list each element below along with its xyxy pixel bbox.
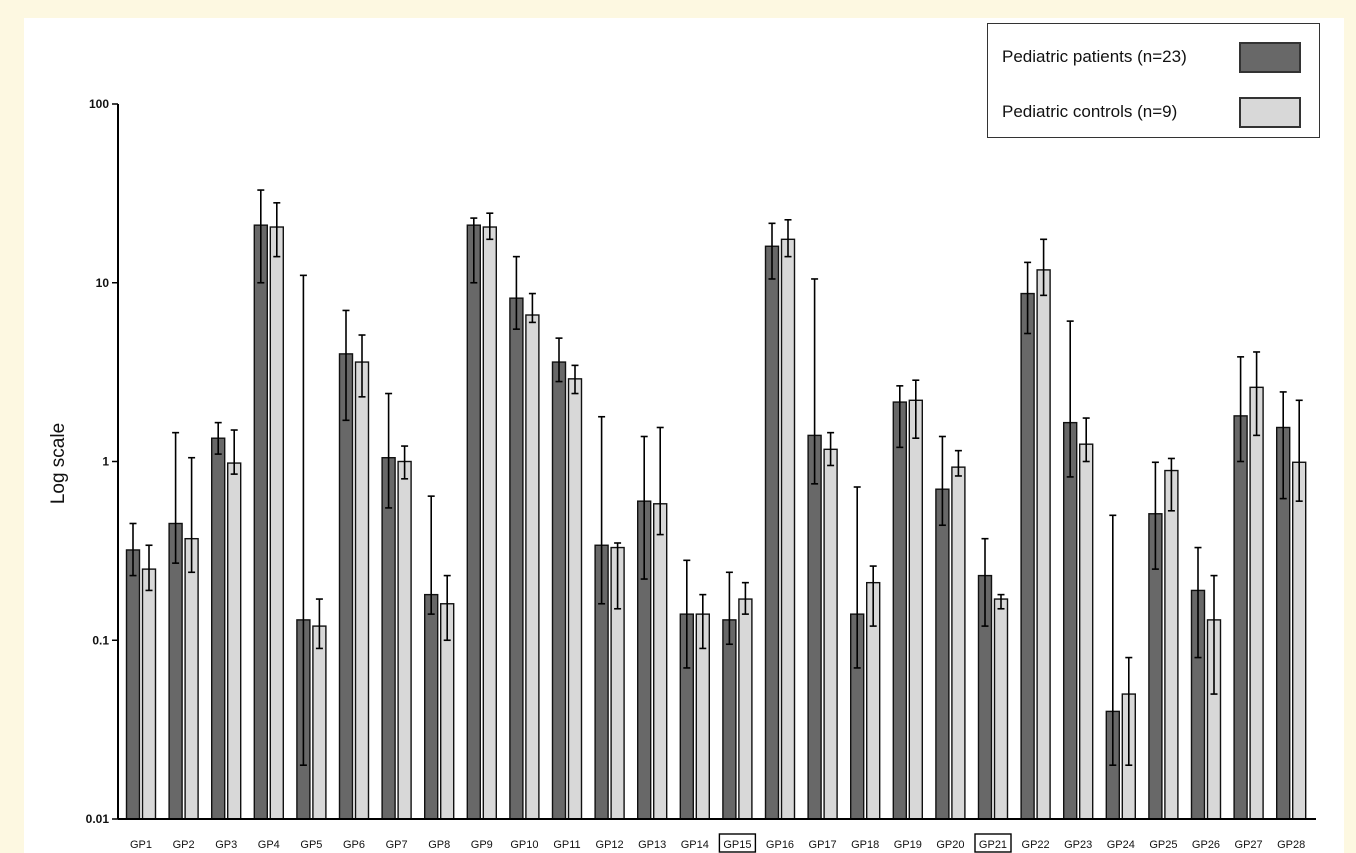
x-tick-label-gp18: GP18	[851, 839, 879, 851]
x-tick-label-gp22: GP22	[1022, 839, 1050, 851]
x-tick-label-gp1: GP1	[130, 839, 152, 851]
bar-controls-gp16	[780, 238, 796, 820]
x-tick-label-gp13: GP13	[638, 839, 666, 851]
x-tick-label-gp11: GP11	[553, 839, 580, 851]
bar-controls-gp7	[397, 460, 412, 820]
highlight-box-gp15	[718, 833, 757, 853]
bar-controls-gp15	[738, 598, 753, 820]
bar-patients-gp4	[253, 224, 269, 820]
y-tick-label: 0.1	[92, 633, 109, 647]
y-tick-label: 10	[96, 276, 110, 290]
bar-controls-gp9	[482, 226, 497, 820]
x-tick-label-gp2: GP2	[173, 839, 195, 851]
bar-controls-gp25	[1164, 469, 1179, 820]
bar-controls-gp1	[141, 568, 157, 820]
bar-controls-gp11	[567, 378, 583, 820]
y-tick-label: 1	[102, 455, 109, 469]
x-tick-label-gp14: GP14	[681, 839, 709, 851]
x-tick-label-gp10: GP10	[510, 839, 538, 851]
x-tick-label-gp5: GP5	[300, 839, 322, 851]
legend-swatch-patients	[1239, 42, 1301, 73]
x-tick-label-gp3: GP3	[215, 839, 237, 851]
bar-patients-gp19	[892, 401, 907, 820]
bar-controls-gp4	[269, 226, 285, 820]
bar-patients-gp6	[338, 353, 354, 820]
bar-patients-gp2	[168, 522, 183, 820]
bar-controls-gp19	[908, 399, 923, 820]
x-tick-label-gp16: GP16	[766, 839, 794, 851]
bar-patients-gp27	[1233, 415, 1248, 820]
bar-patients-gp20	[935, 488, 950, 820]
bar-chart: Log scale 100 10 1 0.1 0.01 GP1 GP2 GP3 GP4 GP5 GP6…	[48, 97, 1316, 853]
bar-patients-gp8	[424, 593, 439, 820]
bar-patients-gp16	[764, 245, 780, 820]
bar-controls-gp20	[951, 466, 966, 820]
bar-patients-gp9	[466, 224, 481, 820]
bar-controls-gp27	[1249, 386, 1264, 820]
legend: Pediatric patients (n=23) Pediatric cont…	[987, 23, 1320, 138]
bar-controls-gp13	[653, 503, 668, 820]
x-tick-label-gp24: GP24	[1107, 839, 1135, 851]
legend-item-controls: Pediatric controls (n=9)	[988, 93, 1319, 133]
y-tick-label: 100	[89, 97, 109, 111]
bar-patients-gp17	[807, 434, 822, 820]
legend-item-patients: Pediatric patients (n=23)	[988, 38, 1319, 78]
bar-patients-gp7	[381, 457, 396, 820]
x-tick-label-gp17: GP17	[809, 839, 837, 851]
x-tick-label-gp26: GP26	[1192, 839, 1220, 851]
x-tick-label-gp21: GP21	[979, 839, 1007, 851]
x-tick-label-gp27: GP27	[1235, 839, 1263, 851]
bar-patients-gp3	[210, 437, 226, 820]
bar-controls-gp17	[823, 448, 838, 820]
bar-patients-gp1	[125, 549, 141, 820]
x-tick-label-gp25: GP25	[1149, 839, 1177, 851]
bar-controls-gp5	[312, 625, 327, 820]
x-tick-label-gp19: GP19	[894, 839, 922, 851]
bar-controls-gp23	[1078, 443, 1094, 820]
bar-controls-gp3	[226, 462, 242, 820]
x-tick-label-gp9: GP9	[471, 839, 493, 851]
x-tick-label-gp6: GP6	[343, 839, 365, 851]
highlight-box-gp21	[974, 833, 1012, 853]
bar-patients-gp23	[1062, 421, 1078, 820]
bar-patients-gp10	[509, 297, 524, 820]
bar-controls-gp22	[1036, 269, 1051, 820]
x-tick-label-gp12: GP12	[596, 839, 624, 851]
legend-label-controls: Pediatric controls (n=9)	[1002, 102, 1178, 121]
bar-patients-gp15	[722, 619, 737, 820]
bar-controls-gp10	[525, 314, 540, 820]
y-tick-label: 0.01	[86, 812, 110, 826]
bar-patients-gp22	[1020, 292, 1035, 820]
x-tick-label-gp20: GP20	[936, 839, 964, 851]
x-tick-label-gp15: GP15	[723, 839, 751, 851]
bar-controls-gp28	[1291, 461, 1307, 820]
x-tick-label-gp4: GP4	[258, 839, 280, 851]
y-axis-label: Log scale	[48, 423, 69, 504]
x-tick-label-gp23: GP23	[1064, 839, 1092, 851]
bar-patients-gp11	[551, 361, 567, 820]
x-tick-label-gp28: GP28	[1277, 839, 1305, 851]
x-tick-label-gp7: GP7	[386, 839, 408, 851]
legend-label-patients: Pediatric patients (n=23)	[1002, 47, 1187, 66]
bar-controls-gp21	[993, 598, 1009, 820]
legend-swatch-controls	[1239, 97, 1301, 128]
x-tick-label-gp8: GP8	[428, 839, 450, 851]
bar-controls-gp2	[184, 537, 199, 820]
chart-panel: Log scale 100 10 1 0.1 0.01 GP1 GP2 GP3 GP4 GP5 GP6…	[24, 18, 1344, 853]
bar-controls-gp6	[354, 361, 370, 820]
